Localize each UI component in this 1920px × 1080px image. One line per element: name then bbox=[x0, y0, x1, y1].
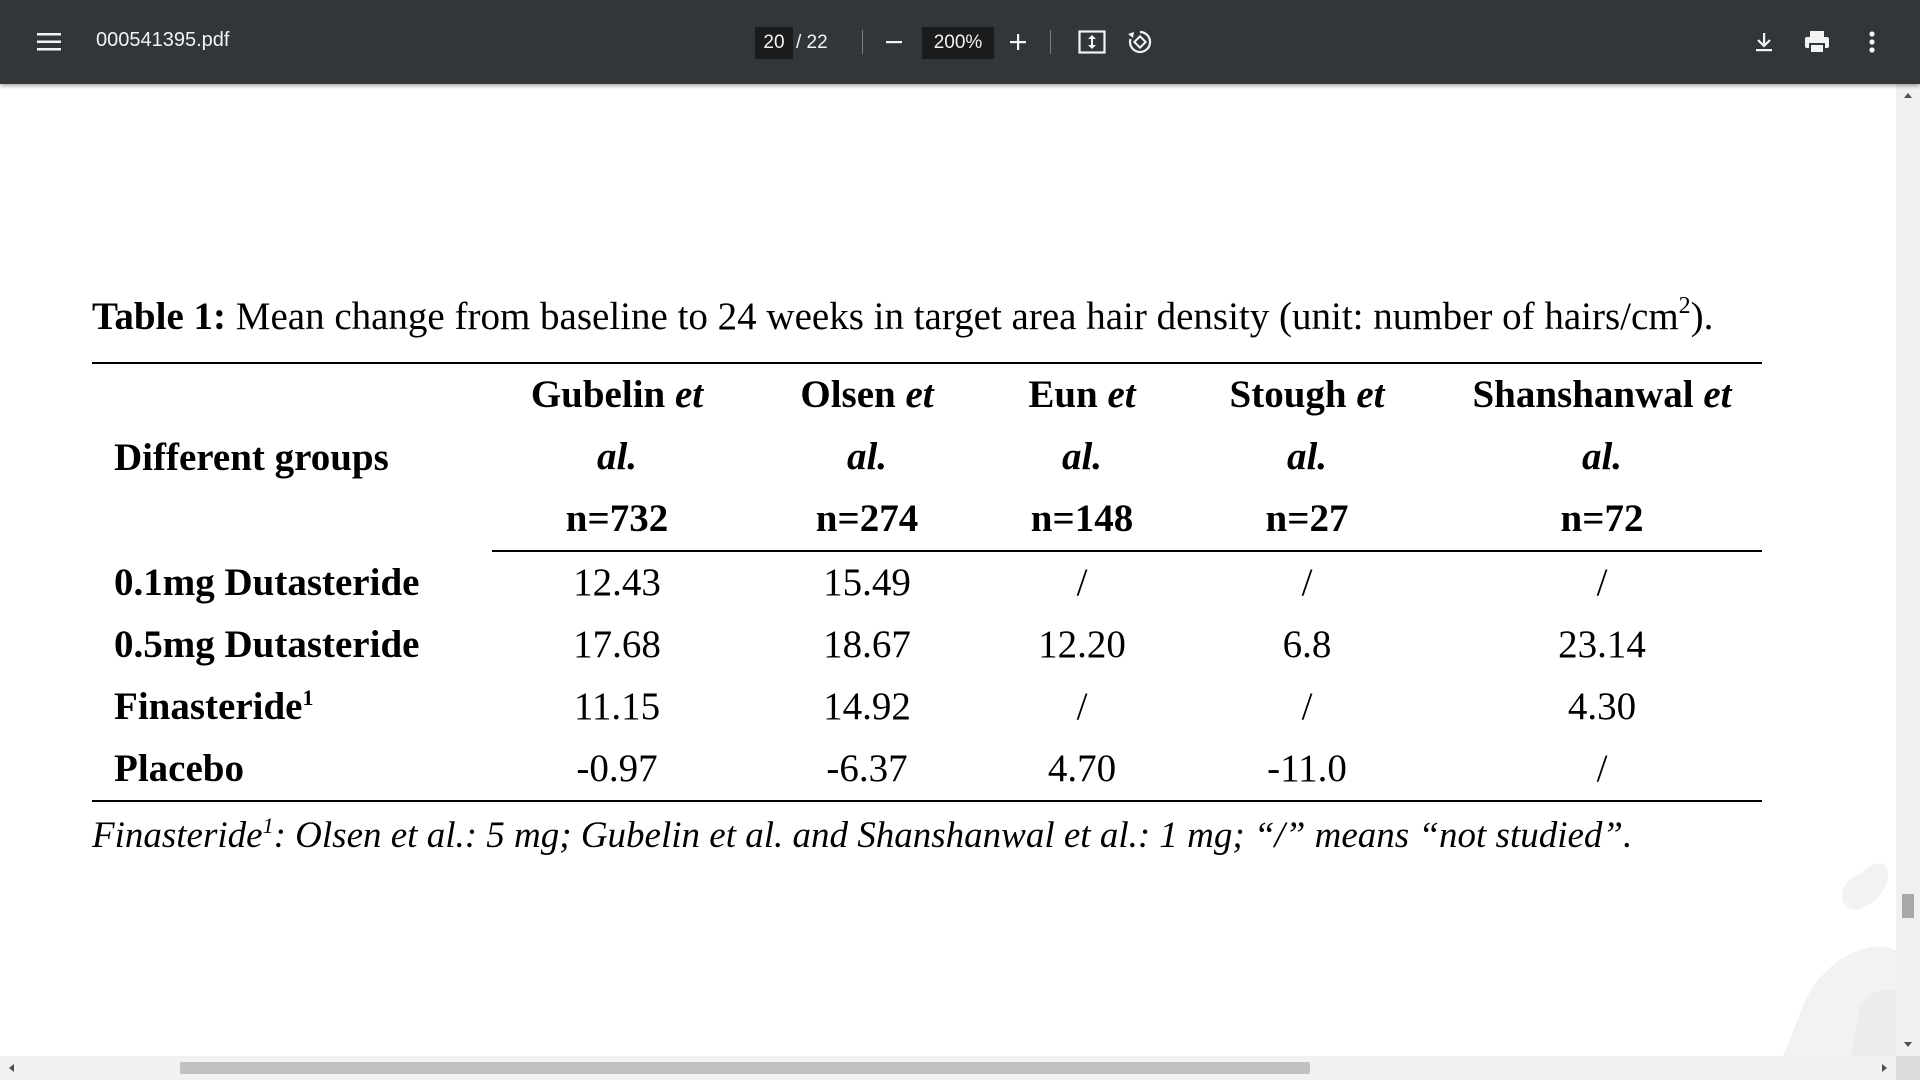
column-header-n: n=27 bbox=[1172, 488, 1442, 552]
table-row: 0.5mg Dutasteride 17.68 18.67 12.20 6.8 … bbox=[92, 614, 1762, 676]
zoom-level-input[interactable] bbox=[922, 27, 994, 59]
scroll-left-icon[interactable] bbox=[6, 1062, 16, 1074]
column-header-study: Shanshanwal et bbox=[1442, 362, 1762, 426]
horizontal-scrollbar[interactable] bbox=[0, 1056, 1896, 1080]
column-header-n: n=148 bbox=[992, 488, 1172, 552]
print-icon[interactable] bbox=[1797, 22, 1837, 62]
column-header-study: Eun et bbox=[992, 362, 1172, 426]
table-cell: / bbox=[1076, 561, 1088, 604]
group-header: Different groups bbox=[92, 362, 492, 551]
table-cell: 4.70 bbox=[992, 738, 1172, 802]
table-cell: 18.67 bbox=[823, 623, 911, 666]
scroll-down-icon[interactable] bbox=[1902, 1040, 1914, 1050]
vertical-scroll-thumb[interactable] bbox=[1902, 894, 1914, 918]
caption-end: ). bbox=[1690, 295, 1714, 338]
column-header-etal: al. bbox=[1061, 435, 1103, 478]
horizontal-scroll-thumb[interactable] bbox=[180, 1062, 1310, 1074]
watermark-graphic bbox=[1783, 863, 1896, 1056]
column-header-etal: al. bbox=[1581, 435, 1623, 478]
table-cell: / bbox=[1301, 685, 1313, 728]
row-label: Finasteride1 bbox=[114, 685, 314, 728]
table-footnote: Finasteride1: Olsen et al.: 5 mg; Gubeli… bbox=[92, 813, 1633, 857]
table-cell: 11.15 bbox=[573, 685, 661, 728]
vertical-scrollbar[interactable] bbox=[1896, 84, 1920, 1056]
column-header-study: Stough et bbox=[1172, 362, 1442, 426]
table-cell: -0.97 bbox=[492, 738, 742, 802]
page-total: / 22 bbox=[796, 32, 828, 53]
table-cell: 12.43 bbox=[573, 561, 661, 604]
table-cell: 4.30 bbox=[1567, 685, 1637, 728]
scrollbar-corner bbox=[1896, 1056, 1920, 1080]
zoom-out-icon[interactable] bbox=[874, 22, 914, 62]
pdf-toolbar: 000541395.pdf / 22 bbox=[0, 0, 1920, 84]
row-label: Placebo bbox=[92, 738, 492, 802]
column-header-n: n=732 bbox=[492, 488, 742, 552]
table-cell: 12.20 bbox=[1038, 623, 1126, 666]
pdf-page: Table 1: Mean change from baseline to 24… bbox=[0, 84, 1896, 1056]
table-cell: / bbox=[1301, 561, 1313, 604]
rotate-icon[interactable] bbox=[1120, 22, 1160, 62]
table-row: Placebo -0.97 -6.37 4.70 -11.0 / bbox=[92, 738, 1762, 802]
column-header-study: Gubelin et bbox=[492, 362, 742, 426]
toolbar-divider bbox=[1050, 30, 1051, 54]
column-header-study: Olsen et bbox=[742, 362, 992, 426]
table-cell: / bbox=[1442, 738, 1762, 802]
table-cell: 14.92 bbox=[823, 685, 911, 728]
file-name: 000541395.pdf bbox=[96, 29, 230, 51]
page-number-input[interactable] bbox=[755, 27, 793, 59]
fit-page-icon[interactable] bbox=[1072, 22, 1112, 62]
column-header-n: n=72 bbox=[1442, 488, 1762, 552]
column-header-etal: al. bbox=[846, 435, 888, 478]
caption-superscript: 2 bbox=[1678, 293, 1691, 319]
table-row: Finasteride1 11.15 14.92 / / 4.30 bbox=[92, 676, 1762, 738]
download-icon[interactable] bbox=[1744, 22, 1784, 62]
toolbar-divider bbox=[862, 30, 863, 54]
scroll-up-icon[interactable] bbox=[1902, 90, 1914, 100]
row-label: 0.5mg Dutasteride bbox=[114, 623, 420, 666]
column-header-etal: al. bbox=[596, 435, 638, 478]
row-label: 0.1mg Dutasteride bbox=[114, 560, 420, 604]
table-cell: -6.37 bbox=[742, 738, 992, 802]
more-icon[interactable] bbox=[1852, 22, 1892, 62]
table-cell: / bbox=[1076, 685, 1088, 728]
data-table: Different groups Gubelin et Olsen et Eun… bbox=[92, 362, 1762, 802]
table-cell: 17.68 bbox=[573, 623, 661, 666]
table-row: 0.1mg Dutasteride 12.43 15.49 / / / bbox=[92, 551, 1762, 614]
caption-text: Mean change from baseline to 24 weeks in… bbox=[226, 295, 1679, 338]
column-header-n: n=274 bbox=[742, 488, 992, 552]
document-viewer[interactable]: Table 1: Mean change from baseline to 24… bbox=[0, 84, 1896, 1056]
menu-icon[interactable] bbox=[30, 22, 70, 62]
scroll-right-icon[interactable] bbox=[1880, 1062, 1890, 1074]
column-header-etal: al. bbox=[1286, 435, 1328, 478]
table-caption: Table 1: Mean change from baseline to 24… bbox=[92, 294, 1713, 339]
table-cell: 6.8 bbox=[1282, 623, 1332, 666]
table-cell: -11.0 bbox=[1172, 738, 1442, 802]
zoom-in-icon[interactable] bbox=[998, 22, 1038, 62]
caption-label: Table 1: bbox=[92, 295, 227, 338]
table-cell: / bbox=[1596, 561, 1608, 604]
table-cell: 23.14 bbox=[1558, 623, 1646, 666]
table-cell: 15.49 bbox=[823, 561, 911, 604]
